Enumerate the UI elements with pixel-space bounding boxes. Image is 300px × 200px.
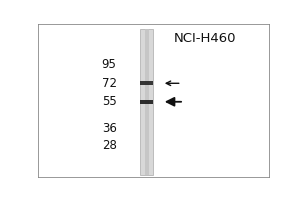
Text: 72: 72 xyxy=(102,77,117,90)
Bar xyxy=(140,100,153,104)
Text: 28: 28 xyxy=(102,139,117,152)
Bar xyxy=(140,29,153,175)
Text: NCI-H460: NCI-H460 xyxy=(174,32,236,45)
Text: 36: 36 xyxy=(102,122,117,135)
Bar xyxy=(140,81,153,85)
Bar xyxy=(145,29,149,175)
Text: 55: 55 xyxy=(102,95,117,108)
Text: 95: 95 xyxy=(102,58,117,71)
